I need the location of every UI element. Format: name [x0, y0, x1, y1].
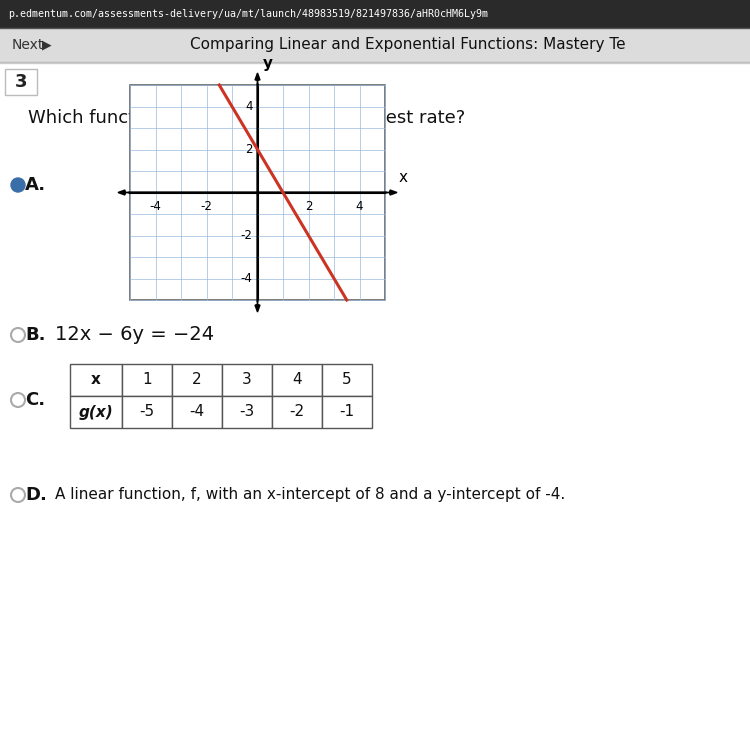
Text: 5: 5 [342, 373, 352, 388]
Text: x: x [91, 373, 101, 388]
Text: 3: 3 [15, 73, 27, 91]
Bar [322, 364, 372, 396]
Text: -4: -4 [241, 272, 253, 285]
FancyArrow shape [255, 73, 260, 302]
Bar [5, 69, 37, 95]
Bar [222, 396, 272, 428]
Text: -2: -2 [290, 404, 304, 419]
Bar [122, 396, 172, 428]
Text: ▶: ▶ [42, 38, 52, 52]
Text: C.: C. [25, 391, 45, 409]
Text: -4: -4 [190, 404, 205, 419]
Text: A linear function, f, with an x-intercept of 8 and a y-intercept of -4.: A linear function, f, with an x-intercep… [55, 488, 566, 502]
Circle shape [11, 393, 25, 407]
Text: Comparing Linear and Exponential Functions: Mastery Te: Comparing Linear and Exponential Functio… [190, 38, 626, 52]
Bar [172, 364, 222, 396]
Text: 2: 2 [245, 143, 253, 156]
Bar [172, 396, 222, 428]
FancyArrow shape [255, 83, 260, 312]
Text: 4: 4 [245, 100, 253, 113]
Text: 2: 2 [192, 373, 202, 388]
Text: Which function is increasing at the highest rate?: Which function is increasing at the high… [28, 109, 465, 127]
Bar [130, 85, 385, 300]
Bar [122, 364, 172, 396]
Text: -5: -5 [140, 404, 154, 419]
Text: y: y [262, 56, 272, 71]
Text: 2: 2 [304, 200, 312, 214]
Text: x: x [399, 170, 408, 184]
Text: -2: -2 [241, 229, 253, 242]
Text: 4: 4 [356, 200, 363, 214]
Bar [322, 396, 372, 428]
Circle shape [11, 328, 25, 342]
Bar [272, 396, 322, 428]
Text: A.: A. [25, 176, 46, 194]
Text: -3: -3 [239, 404, 254, 419]
Text: B.: B. [25, 326, 46, 344]
Bar [70, 364, 122, 396]
FancyArrow shape [118, 190, 387, 195]
Text: 12x − 6y = −24: 12x − 6y = −24 [55, 326, 214, 344]
Text: -1: -1 [340, 404, 355, 419]
Circle shape [11, 178, 25, 192]
Bar [0, 0, 750, 28]
Circle shape [11, 488, 25, 502]
FancyArrow shape [128, 190, 397, 195]
Bar [222, 364, 272, 396]
Text: D.: D. [25, 486, 46, 504]
Text: 4: 4 [292, 373, 302, 388]
Bar [272, 364, 322, 396]
Text: -2: -2 [200, 200, 212, 214]
Bar [70, 396, 122, 428]
Bar [0, 28, 750, 62]
Text: 3: 3 [242, 373, 252, 388]
Text: -4: -4 [149, 200, 161, 214]
Text: 1: 1 [142, 373, 152, 388]
Text: p.edmentum.com/assessments-delivery/ua/mt/launch/48983519/821497836/aHR0cHM6Ly9m: p.edmentum.com/assessments-delivery/ua/m… [8, 9, 488, 19]
Text: Next: Next [12, 38, 44, 52]
Text: g(x): g(x) [79, 404, 113, 419]
